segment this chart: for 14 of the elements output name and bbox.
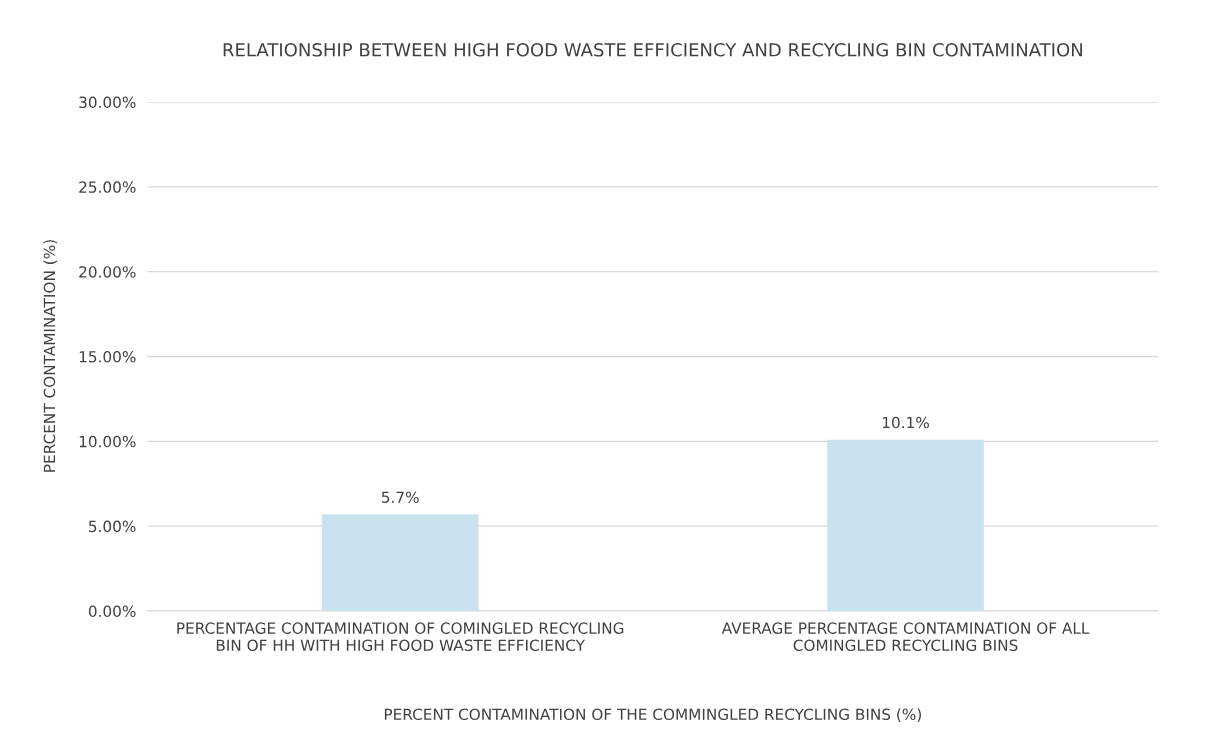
- x-axis-title: PERCENT CONTAMINATION OF THE COMMINGLED RECYCLING BINS (%): [384, 708, 921, 722]
- y-tick-label: 5.00%: [89, 520, 136, 533]
- data-label: 5.7%: [381, 491, 419, 503]
- y-axis-title: PERCENT CONTAMINATION (%): [43, 240, 58, 472]
- chart-title: RELATIONSHIP BETWEEN HIGH FOOD WASTE EFFICIENCY AND RECYCLING BIN CONTAMINATION: [223, 42, 1082, 57]
- x-tick-label: PERCENTAGE CONTAMINATION OF COMINGLED RECYCLING BIN OF HH WITH HIGH FOOD WASTE EFFICIENCY: [177, 622, 624, 652]
- y-tick-label: 25.00%: [79, 181, 136, 193]
- y-tick-label: 15.00%: [79, 350, 136, 363]
- data-label: 10.1%: [882, 416, 929, 429]
- y-tick-label: 10.00%: [79, 435, 136, 448]
- y-tick-label: 0.00%: [88, 605, 136, 617]
- x-tick-label: AVERAGE PERCENTAGE CONTAMINATION OF ALL COMINGLED RECYCLING BINS: [721, 622, 1090, 652]
- y-tick-label: 20.00%: [79, 266, 136, 278]
- y-tick-label: 30.00%: [79, 96, 136, 109]
